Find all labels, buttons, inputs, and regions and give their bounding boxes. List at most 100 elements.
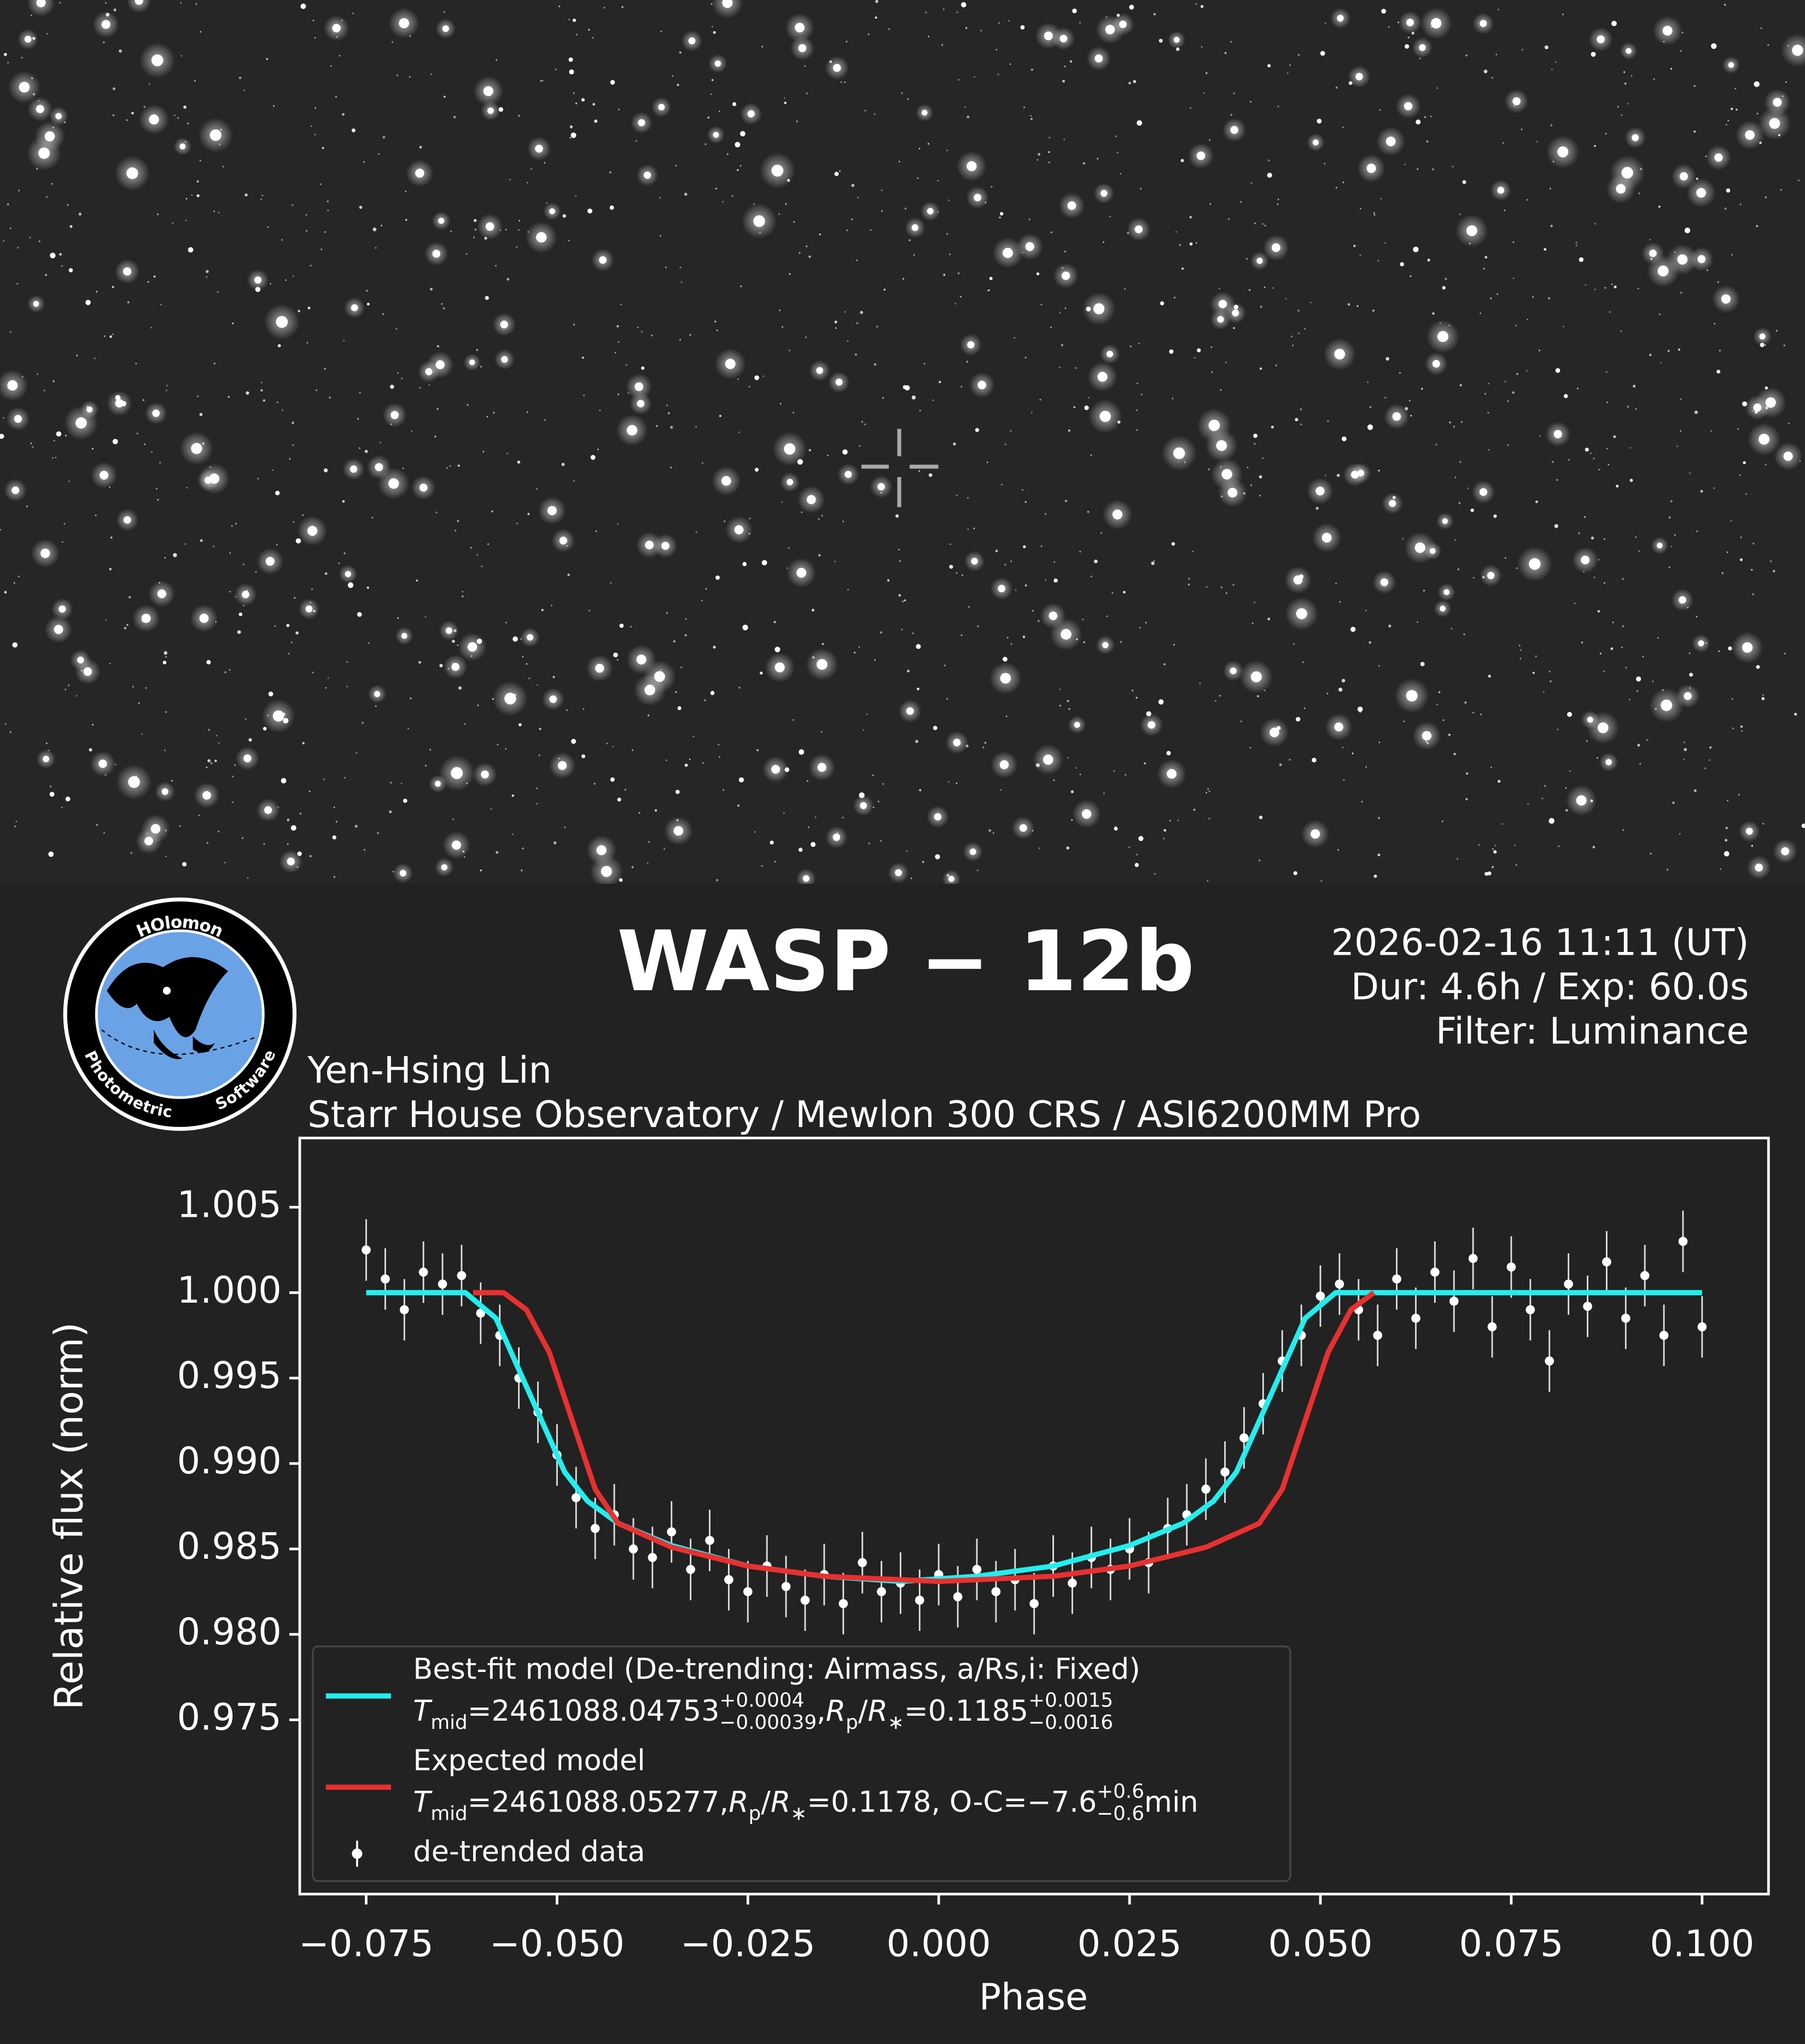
star — [1555, 368, 1561, 373]
data-point — [1564, 1279, 1573, 1289]
star — [1589, 452, 1592, 455]
star — [1742, 642, 1753, 653]
star — [826, 455, 829, 456]
star — [200, 539, 203, 542]
data-point — [571, 1493, 581, 1502]
star — [1014, 337, 1016, 339]
data-point — [380, 1274, 390, 1284]
star — [196, 194, 200, 198]
star — [1000, 789, 1002, 791]
star — [416, 579, 418, 582]
star — [877, 483, 885, 491]
star — [1515, 324, 1517, 327]
star — [1623, 71, 1626, 73]
star — [329, 396, 331, 399]
star — [1521, 129, 1523, 130]
star — [527, 634, 533, 641]
star — [922, 861, 924, 863]
star — [1490, 297, 1492, 299]
star — [1169, 820, 1171, 822]
star — [846, 40, 848, 43]
star — [451, 663, 460, 671]
star — [1492, 848, 1494, 850]
star — [1512, 241, 1515, 243]
star — [1724, 207, 1727, 210]
star — [1209, 139, 1211, 141]
star — [1441, 820, 1443, 822]
star — [1621, 166, 1633, 179]
star — [977, 625, 979, 628]
star — [1435, 444, 1437, 446]
star — [732, 102, 737, 106]
star — [612, 746, 614, 747]
star — [659, 197, 661, 199]
star — [191, 443, 202, 454]
star — [1493, 850, 1497, 854]
star — [1501, 823, 1504, 825]
star — [1399, 372, 1401, 374]
star — [1067, 201, 1076, 210]
star — [1754, 81, 1760, 88]
star — [520, 869, 523, 872]
star — [184, 543, 187, 545]
star — [103, 335, 106, 337]
star — [1136, 696, 1138, 699]
star — [679, 339, 681, 341]
star — [1369, 641, 1371, 644]
star — [680, 666, 682, 669]
star — [960, 295, 962, 298]
star — [1548, 297, 1550, 300]
star — [1010, 643, 1012, 645]
star — [511, 833, 514, 835]
star — [1760, 27, 1762, 30]
star — [1696, 615, 1698, 618]
star — [1437, 330, 1449, 342]
star — [213, 362, 216, 365]
star — [1519, 649, 1522, 651]
star — [875, 0, 878, 3]
star — [1325, 474, 1326, 477]
star — [922, 109, 928, 116]
star — [144, 443, 146, 445]
star — [868, 843, 870, 845]
star — [446, 467, 448, 469]
star — [997, 73, 999, 76]
star — [91, 723, 94, 726]
star — [858, 646, 860, 648]
legend-label: de-trended data — [413, 1835, 645, 1868]
star — [144, 837, 153, 846]
star — [1099, 410, 1111, 422]
star — [390, 423, 392, 425]
star — [160, 304, 162, 306]
title: WASP − 12b — [617, 913, 1195, 1010]
star — [518, 723, 522, 727]
star — [43, 390, 45, 392]
star — [618, 108, 620, 111]
star — [661, 542, 669, 550]
star — [1087, 510, 1090, 513]
star — [814, 816, 817, 818]
star — [1192, 550, 1194, 553]
star — [1103, 241, 1104, 243]
star — [21, 56, 23, 59]
star — [1417, 621, 1418, 623]
star — [701, 462, 703, 464]
stars — [0, 0, 1805, 889]
star — [1071, 819, 1073, 821]
star — [59, 253, 62, 256]
data-point — [1487, 1322, 1497, 1332]
star — [1290, 335, 1293, 338]
star — [1591, 51, 1596, 57]
star — [856, 322, 858, 324]
star — [991, 185, 993, 188]
star — [1741, 730, 1743, 732]
star — [1146, 711, 1151, 717]
star — [333, 806, 335, 808]
star — [592, 37, 594, 39]
star — [1423, 589, 1425, 592]
star — [229, 669, 231, 671]
star — [315, 107, 317, 109]
star — [1557, 146, 1569, 158]
star — [749, 518, 751, 519]
star — [874, 113, 876, 115]
